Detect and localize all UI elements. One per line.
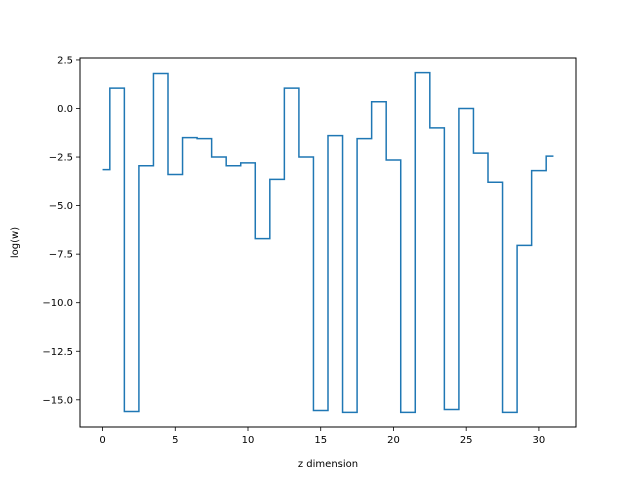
y-tick-label: 2.5 — [57, 55, 73, 66]
x-tick-label: 5 — [172, 435, 178, 446]
x-tick-label: 30 — [533, 435, 546, 446]
y-tick-label: 0.0 — [57, 104, 73, 115]
x-tick-label: 0 — [99, 435, 105, 446]
x-tick-label: 15 — [314, 435, 327, 446]
y-tick-label: −2.5 — [49, 153, 73, 164]
y-tick-label: −7.5 — [49, 250, 73, 261]
x-axis-ticks: 0 5 10 15 20 25 30 — [99, 427, 545, 446]
y-axis-ticks: 2.5 0.0 −2.5 −5.0 −7.5 −10.0 −12.5 −15.0 — [42, 55, 80, 406]
x-tick-label: 25 — [460, 435, 473, 446]
x-axis-label: z dimension — [298, 459, 358, 470]
y-tick-label: −15.0 — [42, 395, 73, 406]
y-tick-label: −5.0 — [49, 201, 73, 212]
x-tick-label: 10 — [242, 435, 255, 446]
y-axis-label: log(w) — [10, 227, 21, 258]
y-tick-label: −10.0 — [42, 298, 73, 309]
y-tick-label: −12.5 — [42, 347, 73, 358]
series-line-0 — [102, 71, 554, 414]
plot-layer — [102, 71, 554, 414]
axes-frame — [79, 57, 577, 428]
x-tick-label: 20 — [387, 435, 400, 446]
